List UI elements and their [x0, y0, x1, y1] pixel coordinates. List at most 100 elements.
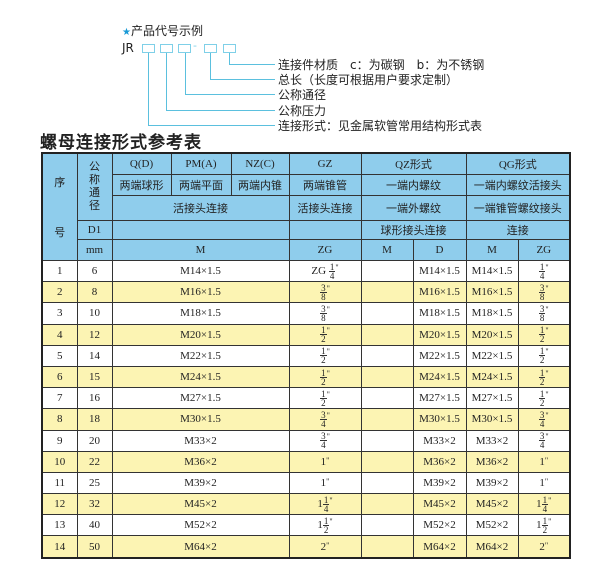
header-desc: 球形接头连接 [360, 220, 467, 240]
denominator: 2 [539, 376, 545, 387]
cell-qg-m: M27×1.5 [465, 387, 519, 410]
cell-d1: 15 [76, 365, 113, 389]
cell-qg-zg: 1 2 " [517, 344, 571, 367]
cell-m: M16×1.5 [111, 281, 290, 304]
inch-mark: " [326, 368, 330, 378]
zg-whole: 1 [320, 476, 327, 489]
numerator: 1 [322, 515, 330, 526]
cell-d1: 32 [76, 493, 113, 516]
cell-qg-zg: 1 4 " [517, 259, 571, 283]
cell-qz-m [360, 387, 414, 410]
cell-zg: 3 8 " [288, 302, 362, 325]
header-seq: 序号 [41, 152, 78, 261]
cell-m: M18×1.5 [111, 302, 290, 325]
inch-mark: " [548, 516, 552, 526]
numerator: 1 [538, 367, 546, 378]
header-qg-m: M [465, 239, 519, 261]
header-desc: 一端内螺纹 [360, 174, 467, 196]
cell-d1: 14 [76, 344, 113, 367]
cell-m: M45×2 [111, 493, 290, 516]
inch-mark: " [326, 326, 330, 336]
inch-mark: " [326, 432, 330, 442]
denominator: 2 [321, 355, 326, 366]
header-unit: mm [76, 239, 113, 261]
table-row: 4 12 M20×1.5 1 2 " M20×1.5 M20×1.5 1 2 " [41, 323, 571, 346]
denominator: 2 [539, 397, 545, 408]
cell-qz-m [360, 365, 414, 389]
denominator: 4 [321, 418, 326, 429]
cell-no: 9 [41, 429, 78, 452]
leader-line [229, 64, 275, 65]
cell-qg-zg: 1" [517, 471, 571, 495]
table-row: 5 14 M22×1.5 1 2 " M22×1.5 M22×1.5 1 2 " [41, 344, 571, 367]
cell-qz-d: M52×2 [412, 514, 467, 537]
cell-d1: 22 [76, 450, 113, 473]
cell-zg: 3 4 " [288, 408, 362, 431]
cell-d1: 16 [76, 387, 113, 410]
cell-qz-m [360, 408, 414, 431]
zg-whole: 1 [320, 455, 327, 468]
zg-whole: 1 [536, 518, 542, 531]
numerator: 1 [538, 388, 546, 399]
inch-mark: " [545, 347, 549, 357]
cell-qg-m: M36×2 [465, 450, 519, 473]
cell-zg: 1 2 " [288, 387, 362, 410]
cell-qg-m: M16×1.5 [465, 281, 519, 304]
cell-zg: 1 2 " [288, 323, 362, 346]
denominator: 4 [539, 418, 545, 429]
cell-qz-m [360, 302, 414, 325]
inch-mark: " [545, 304, 549, 314]
cell-qg-zg: 1 1 2 " [517, 514, 571, 537]
inch-mark: " [326, 304, 330, 314]
cell-d1: 20 [76, 429, 113, 452]
inch-mark: " [545, 432, 549, 442]
numerator: 3 [320, 409, 327, 420]
cell-m: M33×2 [111, 429, 290, 452]
denominator: 2 [539, 355, 545, 366]
header-pma: PM(A) [170, 152, 232, 175]
cell-qz-m [360, 450, 414, 473]
cell-d1: 10 [76, 302, 113, 325]
table-row: 9 20 M33×2 3 4 " M33×2 M33×2 3 4 " [41, 429, 571, 452]
numerator: 3 [320, 303, 327, 314]
cell-zg: 1 1 4 " [288, 493, 362, 516]
numerator: 3 [538, 282, 546, 293]
cell-qg-m: M33×2 [465, 429, 519, 452]
cell-qz-d: M33×2 [412, 429, 467, 452]
cell-qz-d: M36×2 [412, 450, 467, 473]
numerator: 1 [328, 261, 336, 272]
table-row: 3 10 M18×1.5 3 8 " M18×1.5 M18×1.5 3 8 " [41, 302, 571, 325]
cell-m: M39×2 [111, 471, 290, 495]
cell-qz-d: M30×1.5 [412, 408, 467, 431]
cell-zg: 3 8 " [288, 281, 362, 304]
inch-mark: " [545, 326, 549, 336]
label-diameter: 公称通径 [278, 88, 327, 102]
cell-d1: 6 [76, 259, 113, 283]
denominator: 8 [539, 312, 545, 323]
denominator: 2 [542, 524, 548, 535]
header-qz-m: M [360, 239, 414, 261]
cell-qg-m: M22×1.5 [465, 344, 519, 367]
cell-qg-zg: 1 2 " [517, 387, 571, 410]
cell-zg: 1" [288, 471, 362, 495]
inch-mark: " [544, 455, 549, 465]
denominator: 2 [321, 376, 326, 387]
cell-no: 5 [41, 344, 78, 367]
inch-mark: " [545, 283, 549, 293]
cell-qz-m [360, 429, 414, 452]
cell-qz-d: M18×1.5 [412, 302, 467, 325]
inch-mark: " [545, 389, 549, 399]
label-connection: 连接形式：见金属软管常用结构形式表 [278, 119, 483, 133]
zg-prefix: ZG [311, 264, 327, 277]
